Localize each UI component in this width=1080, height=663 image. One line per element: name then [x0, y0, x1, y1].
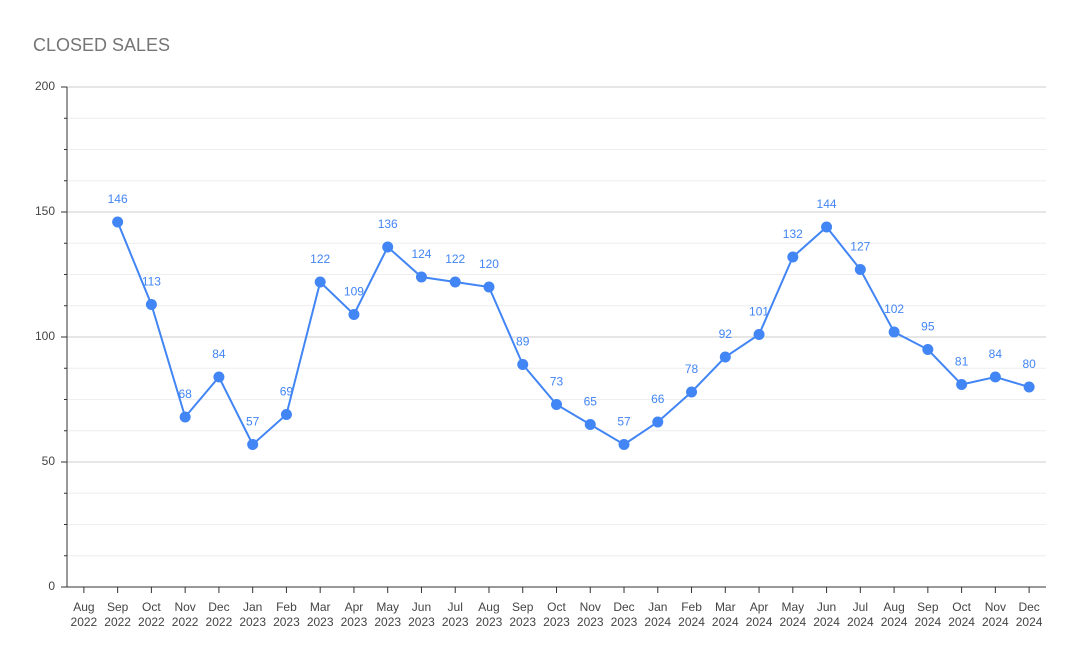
- data-point: [213, 371, 225, 383]
- data-label: 122: [445, 252, 465, 266]
- x-tick-label: Aug 2024: [880, 600, 908, 629]
- chart-title: CLOSED SALES: [33, 35, 170, 55]
- data-point: [686, 386, 698, 398]
- data-point: [247, 439, 259, 450]
- data-point: [449, 276, 461, 288]
- x-tick-label: Jan 2024: [644, 600, 672, 629]
- data-label: 57: [617, 415, 631, 429]
- data-point: [1023, 381, 1035, 393]
- x-tick-label: Oct 2024: [948, 600, 975, 629]
- x-tick-label: Mar 2023: [306, 600, 334, 629]
- x-tick-label: Jul 2023: [441, 600, 469, 629]
- data-point: [145, 299, 157, 310]
- y-tick-label: 0: [48, 579, 55, 593]
- data-label: 113: [142, 275, 161, 289]
- data-point: [821, 221, 833, 233]
- data-label: 102: [884, 302, 904, 316]
- data-point: [483, 281, 495, 293]
- x-tick-label: Jun 2024: [813, 600, 840, 629]
- data-point: [584, 419, 596, 430]
- x-tick-label: Jul 2024: [846, 600, 874, 629]
- data-label: 68: [178, 387, 192, 401]
- x-tick-label: May 2023: [374, 600, 402, 629]
- data-label: 69: [280, 385, 294, 399]
- x-tick-label: Apr 2023: [340, 600, 368, 629]
- data-label: 109: [344, 285, 364, 299]
- x-tick-label: Mar 2024: [711, 600, 739, 629]
- data-point: [956, 379, 968, 390]
- data-label: 84: [989, 347, 1003, 361]
- data-label: 81: [955, 355, 969, 369]
- data-label: 80: [1022, 357, 1036, 371]
- data-label: 89: [516, 335, 530, 349]
- x-tick-label: Aug 2023: [475, 600, 503, 629]
- x-tick-label: Feb 2023: [273, 600, 300, 629]
- series-line: [116, 221, 1030, 447]
- x-tick-label: Nov 2023: [576, 600, 604, 629]
- y-tick-label: 100: [35, 329, 55, 343]
- x-tick-label: Jun 2023: [408, 600, 435, 629]
- data-point: [753, 329, 765, 340]
- data-point: [854, 264, 866, 275]
- x-tick-label: May 2024: [779, 600, 807, 629]
- data-point: [382, 241, 394, 253]
- y-tick-label: 200: [35, 79, 55, 93]
- data-point: [922, 344, 934, 355]
- data-label: 65: [584, 395, 598, 409]
- x-tick-label: Jan 2023: [239, 600, 267, 629]
- data-point: [989, 371, 1001, 383]
- x-tick-label: Sep 2024: [914, 600, 942, 629]
- data-label: 120: [479, 257, 499, 271]
- data-label: 78: [685, 362, 699, 376]
- data-point: [280, 409, 292, 420]
- data-point: [179, 411, 191, 423]
- x-tick-label: Dec 2022: [205, 600, 233, 629]
- data-label: 146: [108, 192, 128, 206]
- x-tick-label: Oct 2023: [543, 600, 570, 629]
- data-point: [415, 271, 427, 283]
- data-label: 132: [783, 227, 803, 241]
- data-label: 66: [651, 392, 665, 406]
- x-tick-label: Dec 2023: [610, 600, 638, 629]
- x-tick-label: Nov 2022: [171, 600, 199, 629]
- data-label: 122: [310, 252, 330, 266]
- data-label: 73: [550, 375, 564, 389]
- data-point: [112, 216, 124, 228]
- data-label: 144: [817, 197, 837, 211]
- x-tick-label: Sep 2022: [104, 600, 131, 629]
- x-tick-label: Nov 2024: [982, 600, 1009, 629]
- data-label: 84: [212, 347, 226, 361]
- data-label: 136: [378, 217, 398, 231]
- data-point: [348, 309, 360, 320]
- data-point: [652, 416, 664, 428]
- data-label: 124: [411, 247, 431, 261]
- x-tick-label: Oct 2022: [138, 600, 165, 629]
- data-label: 57: [246, 415, 260, 429]
- x-tick-label: Feb 2024: [678, 600, 705, 629]
- data-point: [719, 351, 731, 363]
- x-tick-label: Dec 2024: [1015, 600, 1043, 629]
- x-tick-label: Aug 2022: [70, 600, 98, 629]
- data-point: [787, 251, 799, 263]
- data-label: 95: [921, 320, 935, 334]
- data-point: [618, 439, 630, 450]
- data-point: [314, 276, 326, 288]
- data-label: 127: [850, 240, 870, 254]
- x-tick-label: Sep 2023: [509, 600, 537, 629]
- data-label: 92: [719, 327, 733, 341]
- data-point: [551, 399, 562, 410]
- x-tick-label: Apr 2024: [745, 600, 773, 629]
- y-tick-label: 150: [35, 204, 55, 218]
- data-label: 101: [749, 305, 769, 319]
- y-tick-label: 50: [42, 454, 56, 468]
- data-point: [888, 326, 900, 338]
- data-point: [517, 359, 529, 370]
